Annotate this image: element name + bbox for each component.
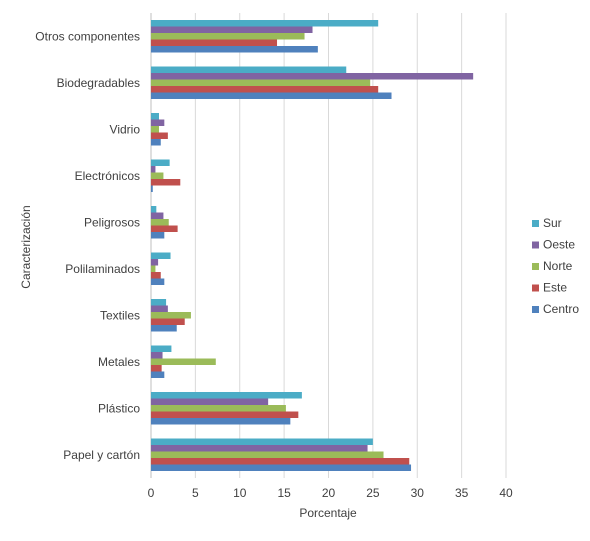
bar-norte-4 <box>151 219 169 226</box>
bar-sur-9 <box>151 438 373 445</box>
category-label: Textiles <box>100 308 140 322</box>
bar-oeste-9 <box>151 445 368 452</box>
bar-oeste-4 <box>151 212 164 219</box>
bar-oeste-6 <box>151 305 168 312</box>
legend-label-centro: Centro <box>543 302 579 316</box>
bar-oeste-0 <box>151 26 313 33</box>
bars <box>151 20 474 471</box>
bar-sur-5 <box>151 252 171 259</box>
bar-centro-3 <box>151 185 153 192</box>
bar-centro-0 <box>151 46 318 53</box>
bar-oeste-1 <box>151 73 474 80</box>
bar-sur-4 <box>151 206 157 213</box>
legend-swatch-norte <box>532 263 539 270</box>
legend: Sur Oeste Norte Este Centro <box>532 216 579 316</box>
bar-sur-0 <box>151 20 379 27</box>
bar-norte-8 <box>151 405 286 412</box>
legend-swatch-centro <box>532 306 539 313</box>
bar-este-4 <box>151 225 178 232</box>
legend-swatch-oeste <box>532 241 539 249</box>
category-label: Otros componentes <box>35 29 140 43</box>
bar-este-5 <box>151 272 161 279</box>
category-label: Plástico <box>98 401 140 415</box>
x-tick-label: 10 <box>233 486 247 500</box>
bar-norte-9 <box>151 451 384 458</box>
bar-norte-2 <box>151 126 159 133</box>
bar-este-1 <box>151 86 379 93</box>
bar-norte-7 <box>151 358 216 365</box>
bar-sur-7 <box>151 345 172 352</box>
x-tick-label: 0 <box>148 486 155 500</box>
bar-oeste-5 <box>151 259 159 266</box>
bar-centro-1 <box>151 92 392 99</box>
bar-centro-4 <box>151 232 165 239</box>
bar-centro-6 <box>151 325 177 332</box>
bar-sur-3 <box>151 159 170 166</box>
category-label: Metales <box>98 355 140 369</box>
bar-centro-8 <box>151 418 291 425</box>
x-tick-labels: 0 5 10 15 20 25 30 35 40 <box>148 486 513 500</box>
bar-este-6 <box>151 318 185 325</box>
bar-este-3 <box>151 179 181 186</box>
bar-este-2 <box>151 132 168 139</box>
bar-este-9 <box>151 458 410 465</box>
bar-oeste-3 <box>151 166 156 173</box>
bar-este-7 <box>151 365 162 372</box>
category-label: Papel y cartón <box>63 448 140 462</box>
x-tick-label: 15 <box>277 486 291 500</box>
bar-norte-1 <box>151 79 371 86</box>
category-label: Vidrio <box>110 122 141 136</box>
legend-label-oeste: Oeste <box>543 238 575 252</box>
bar-este-8 <box>151 411 299 418</box>
bar-norte-6 <box>151 312 191 319</box>
bar-oeste-2 <box>151 119 165 126</box>
bar-oeste-7 <box>151 352 163 359</box>
bar-sur-6 <box>151 299 167 306</box>
category-label: Peligrosos <box>84 215 140 229</box>
category-label: Electrónicos <box>75 169 140 183</box>
bar-centro-2 <box>151 139 161 146</box>
bar-norte-0 <box>151 33 305 40</box>
x-tick-label: 30 <box>411 486 425 500</box>
legend-label-sur: Sur <box>543 216 562 230</box>
bar-sur-2 <box>151 113 159 120</box>
bar-sur-8 <box>151 392 302 399</box>
legend-swatch-sur <box>532 220 539 227</box>
legend-label-norte: Norte <box>543 259 573 273</box>
bar-norte-5 <box>151 265 156 272</box>
x-tick-label: 5 <box>192 486 199 500</box>
x-tick-label: 40 <box>499 486 513 500</box>
bar-centro-5 <box>151 278 165 285</box>
x-tick-label: 20 <box>322 486 336 500</box>
x-tick-label: 25 <box>366 486 380 500</box>
x-tick-label: 35 <box>455 486 469 500</box>
bar-centro-7 <box>151 371 165 378</box>
category-label: Biodegradables <box>57 76 140 90</box>
bar-norte-3 <box>151 172 164 179</box>
y-axis-title: Caracterización <box>19 205 33 288</box>
bar-este-0 <box>151 39 278 46</box>
bar-oeste-8 <box>151 398 269 405</box>
bar-sur-1 <box>151 66 347 73</box>
bar-centro-9 <box>151 464 412 471</box>
x-axis-title: Porcentaje <box>299 506 357 520</box>
legend-label-este: Este <box>543 281 567 295</box>
legend-swatch-este <box>532 284 539 292</box>
category-labels: Otros componentes Biodegradables Vidrio Ele… <box>35 29 140 462</box>
category-label: Polilaminados <box>65 262 140 276</box>
